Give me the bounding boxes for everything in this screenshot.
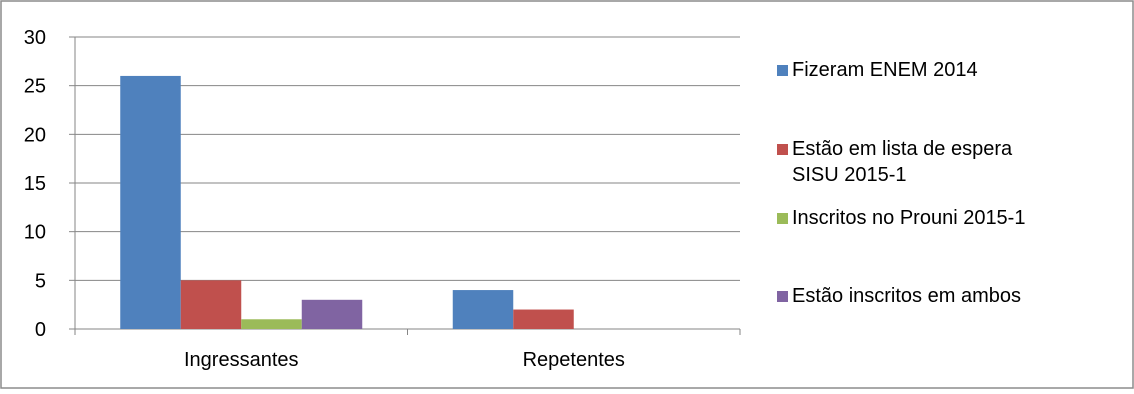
bars [120, 75, 574, 329]
x-category-label: Ingressantes [184, 349, 299, 371]
legend-label: Fizeram ENEM 2014 [792, 59, 978, 81]
legend-swatch [777, 291, 788, 302]
y-tick-label: 5 [35, 270, 46, 292]
y-tick-label: 10 [24, 222, 46, 244]
legend-swatch [777, 213, 788, 224]
legend-label: Estão em lista de espera SISU 2015-1 [792, 138, 1013, 186]
legend: Fizeram ENEM 2014 Estão em lista de esper… [777, 59, 1025, 307]
legend-swatch [777, 144, 788, 155]
legend-label: Estão inscritos em ambos [792, 285, 1021, 307]
bar-ingressantes-series-4 [301, 299, 363, 329]
y-tick-label: 25 [24, 76, 46, 98]
y-tick-label: 15 [24, 173, 46, 195]
bar-repetentes-series-2 [513, 309, 574, 329]
y-tick-label: 30 [24, 27, 46, 49]
x-category-label: Repetentes [523, 349, 625, 371]
y-tick-label: 0 [35, 319, 46, 341]
bar-ingressantes-series-1 [120, 75, 181, 329]
axis-labels: 0 5 10 15 20 25 30 Ingressantes Repetentes [24, 27, 625, 371]
bar-ingressantes-series-2 [180, 280, 242, 329]
y-tick-label: 20 [24, 124, 46, 146]
legend-swatch [777, 65, 788, 76]
bar-repetentes-series-1 [452, 290, 514, 329]
legend-label: Inscritos no Prouni 2015-1 [792, 207, 1025, 229]
bar-ingressantes-series-3 [241, 319, 302, 329]
